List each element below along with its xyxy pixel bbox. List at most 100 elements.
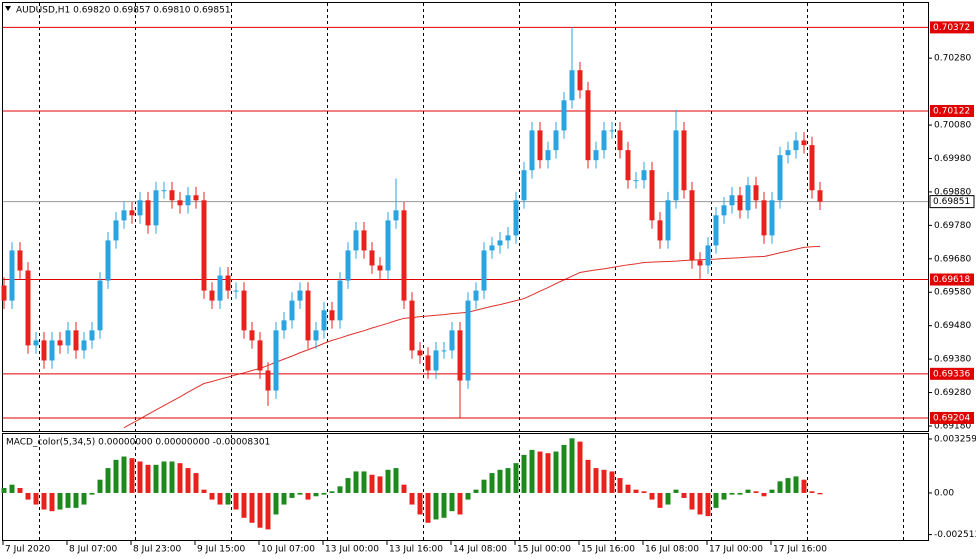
candle-body xyxy=(433,350,439,371)
candle-body xyxy=(65,330,71,346)
macd-bar xyxy=(473,489,479,493)
macd-bar xyxy=(217,492,223,505)
macd-bar xyxy=(233,492,239,510)
macd-bar xyxy=(177,463,183,493)
candle-body xyxy=(169,190,175,201)
macd-bar xyxy=(505,468,511,493)
macd-bar xyxy=(529,449,535,493)
candle-body xyxy=(81,340,87,351)
macd-bar xyxy=(313,492,319,497)
x-tick-label: 13 Jul 00:00 xyxy=(325,545,379,555)
macd-bar xyxy=(49,492,55,512)
candle-body xyxy=(281,320,287,331)
macd-bar xyxy=(585,459,591,493)
macd-bar xyxy=(353,471,359,493)
macd-bar xyxy=(281,492,287,505)
macd-bar xyxy=(665,492,671,505)
macd-bar xyxy=(441,492,447,518)
candle-body xyxy=(713,215,719,246)
candle-body xyxy=(777,155,783,201)
macd-frame xyxy=(2,433,929,541)
candle-body xyxy=(489,245,495,251)
macd-bar xyxy=(577,441,583,493)
y-tick-label: 0.69180 xyxy=(934,421,971,431)
macd-bar xyxy=(137,461,143,493)
candle-body xyxy=(161,190,167,192)
candle-body xyxy=(601,130,607,151)
x-tick-label: 10 Jul 07:00 xyxy=(261,545,315,555)
candle-body xyxy=(569,70,575,101)
candle-body xyxy=(785,150,791,156)
macd-bar xyxy=(433,492,439,520)
candle-body xyxy=(49,340,55,361)
candle-body xyxy=(641,170,647,181)
macd-bar xyxy=(713,492,719,508)
macd-bar xyxy=(761,492,767,497)
candle-body xyxy=(249,330,255,341)
macd-bar xyxy=(169,461,175,493)
candle-body xyxy=(473,290,479,301)
current-price-box xyxy=(929,195,975,209)
macd-bar xyxy=(785,478,791,493)
level-label: 0.70122 xyxy=(933,107,970,117)
candle-body xyxy=(673,130,679,201)
candle-body xyxy=(321,310,327,331)
macd-bar xyxy=(601,469,607,493)
candle-body xyxy=(697,260,703,266)
macd-bar xyxy=(97,479,103,493)
x-tick-label: 8 Jul 23:00 xyxy=(133,545,182,555)
macd-bar xyxy=(425,492,431,523)
candle-body xyxy=(593,150,599,161)
macd-bar xyxy=(769,489,775,493)
candle-body xyxy=(233,290,239,292)
candle-body xyxy=(625,150,631,181)
macd-bar xyxy=(553,451,559,493)
macd-bar xyxy=(745,489,751,493)
x-tick-label: 14 Jul 08:00 xyxy=(453,545,507,555)
macd-bar xyxy=(241,492,247,518)
level-label: 0.69336 xyxy=(933,369,970,379)
candle-body xyxy=(217,275,223,301)
candle-body xyxy=(369,250,375,266)
macd-bar xyxy=(753,491,759,493)
macd-bar xyxy=(105,468,111,493)
candle-body xyxy=(1,285,7,301)
candle-body xyxy=(41,340,47,361)
candle-body xyxy=(681,130,687,191)
x-tick-label: 16 Jul 08:00 xyxy=(645,545,699,555)
macd-bar xyxy=(9,484,15,493)
candle-body xyxy=(545,150,551,161)
macd-bar xyxy=(297,492,303,495)
candle-body xyxy=(537,130,543,161)
macd-bar xyxy=(489,473,495,493)
x-tick-label: 13 Jul 16:00 xyxy=(389,545,443,555)
y-tick-label: 0.69480 xyxy=(934,321,971,331)
level-label: 0.69618 xyxy=(933,275,970,285)
macd-bar xyxy=(625,484,631,493)
macd-bar xyxy=(73,492,79,508)
macd-bar xyxy=(1,487,7,493)
candle-body xyxy=(273,330,279,391)
macd-bar xyxy=(377,476,383,493)
macd-bar xyxy=(681,492,687,498)
x-tick-label: 17 Jul 16:00 xyxy=(773,545,827,555)
x-tick-label: 7 Jul 2020 xyxy=(5,545,50,555)
candle-body xyxy=(393,210,399,221)
candle-body xyxy=(9,250,15,301)
candle-body xyxy=(361,230,367,251)
candle-body xyxy=(609,130,615,132)
candle-body xyxy=(33,340,39,346)
macd-title: MACD_color(5,34,5) 0.00000000 0.00000000… xyxy=(6,438,270,448)
level-box xyxy=(930,367,974,380)
macd-bar xyxy=(569,438,575,493)
macd-bar xyxy=(345,478,351,493)
macd-bar xyxy=(321,492,327,495)
candle-body xyxy=(265,370,271,391)
macd-bar xyxy=(721,492,727,500)
y2-tick-label: 0.00 xyxy=(934,488,954,498)
candle-body xyxy=(521,170,527,201)
level-box xyxy=(930,411,974,424)
candle-body xyxy=(481,250,487,291)
candle-body xyxy=(105,240,111,281)
